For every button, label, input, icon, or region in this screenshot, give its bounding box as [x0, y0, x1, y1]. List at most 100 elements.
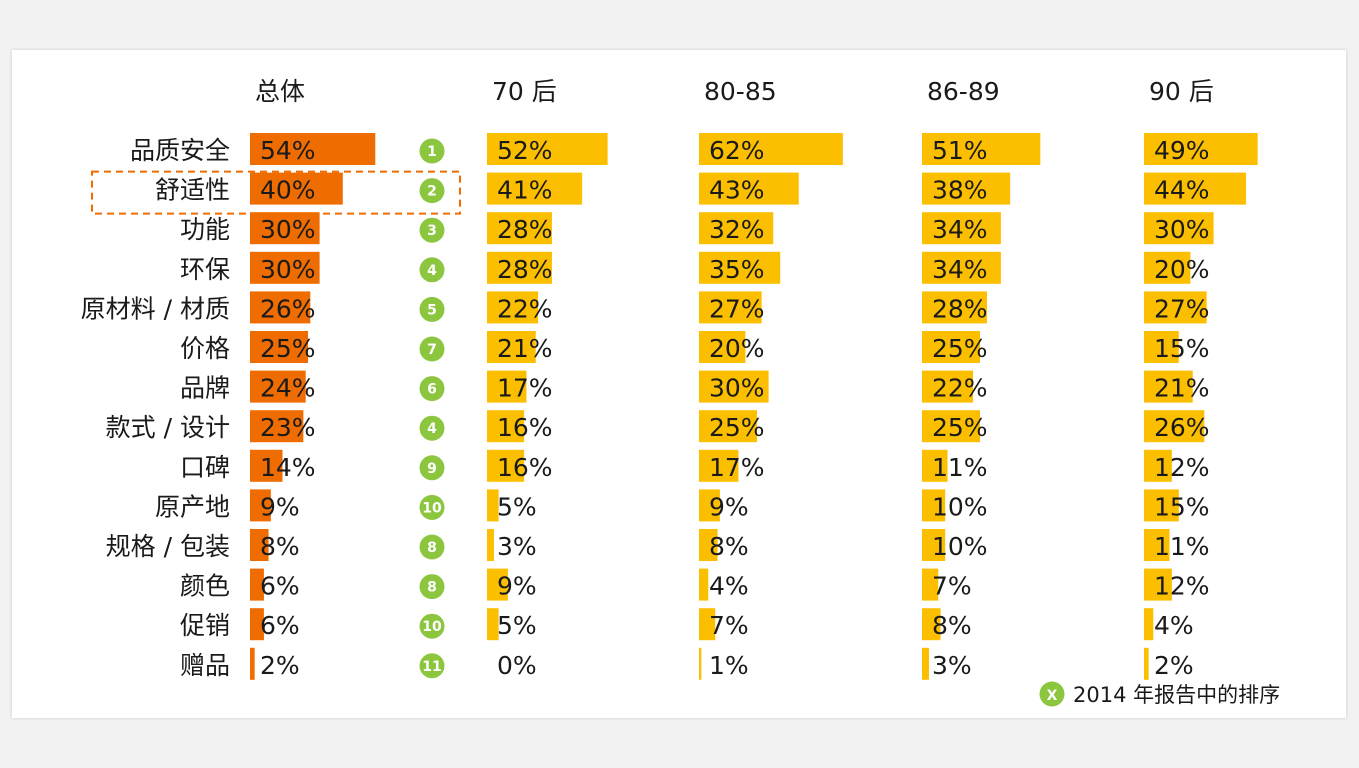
data-label: 28%: [497, 255, 553, 284]
category-label: 品牌: [180, 374, 230, 403]
category-label: 价格: [180, 334, 230, 363]
data-label: 10%: [932, 492, 988, 521]
data-label: 52%: [497, 136, 553, 165]
bar: [699, 370, 769, 403]
bar: [699, 568, 709, 601]
bar: [1144, 291, 1207, 324]
bar: [487, 449, 525, 482]
rank-circle: [419, 376, 445, 402]
data-label: 32%: [709, 215, 765, 244]
rank-circle: [419, 574, 445, 600]
data-label: 27%: [709, 294, 765, 323]
bar: [1144, 647, 1149, 680]
rank-circle: [419, 534, 445, 560]
chart-card: 总体 70 后 80-85 86-89 90 后品质安全 1 54% 52% 62% 51% 49%…: [12, 50, 1346, 718]
rank-circle: [419, 415, 445, 441]
bar: [487, 212, 552, 245]
data-label: 0%: [497, 651, 537, 680]
data-label: 30%: [260, 255, 316, 284]
rank-number: 9: [427, 461, 437, 477]
data-label: 30%: [1154, 215, 1210, 244]
rank-circle: [419, 336, 445, 362]
data-label: 25%: [260, 334, 316, 363]
bar: [922, 608, 941, 641]
data-label: 14%: [260, 453, 316, 482]
bar: [250, 133, 376, 165]
data-label: 8%: [260, 532, 300, 561]
bar: [1144, 608, 1154, 641]
data-label: 44%: [1154, 176, 1210, 205]
rank-badge: 9: [419, 455, 445, 481]
data-label: 5%: [497, 492, 537, 521]
category-label: 口碑: [180, 453, 230, 482]
bar: [699, 291, 762, 324]
bar: [1144, 568, 1172, 601]
rank-number: 6: [427, 382, 437, 398]
data-label: 8%: [932, 611, 972, 640]
bar: [922, 410, 980, 443]
rank-circle: [419, 296, 445, 322]
data-label: 12%: [1154, 572, 1210, 601]
bar: [250, 568, 264, 601]
bar: [487, 370, 527, 403]
bar: [922, 449, 948, 482]
data-label: 28%: [497, 215, 553, 244]
bar: [699, 410, 757, 443]
data-label: 49%: [1154, 136, 1210, 165]
data-label: 51%: [932, 136, 988, 165]
bar: [922, 647, 929, 680]
bar: [922, 489, 946, 522]
data-label: 7%: [709, 611, 749, 640]
data-label: 34%: [932, 215, 988, 244]
bar: [922, 568, 939, 601]
data-label: 25%: [932, 413, 988, 442]
bar: [487, 331, 536, 363]
data-label: 27%: [1154, 294, 1210, 323]
legend-circle: [1039, 681, 1065, 707]
legend-text: 2014 年报告中的排序: [1073, 683, 1280, 707]
bar: [487, 291, 539, 324]
data-label: 11%: [932, 453, 988, 482]
rank-badge: 4: [419, 257, 445, 283]
rank-number: 10: [422, 500, 442, 516]
data-label: 11%: [1154, 532, 1210, 561]
bar: [1144, 251, 1191, 284]
bar: [487, 608, 499, 641]
rank-badge: 4: [419, 415, 445, 441]
bar: [922, 172, 1011, 205]
rank-badge: 8: [419, 534, 445, 560]
bar: [250, 608, 264, 641]
data-label: 1%: [709, 651, 749, 680]
category-label: 原材料 / 材质: [81, 294, 230, 323]
data-label: 26%: [260, 294, 316, 323]
rank-badge: 1: [419, 138, 445, 164]
data-label: 28%: [932, 294, 988, 323]
bar: [699, 212, 774, 245]
bar: [1144, 370, 1193, 403]
rank-circle: [419, 138, 445, 164]
rank-circle: [419, 217, 445, 243]
data-label: 22%: [932, 374, 988, 403]
bar: [250, 251, 320, 284]
bar: [699, 489, 720, 522]
data-label: 22%: [497, 294, 553, 323]
rank-badge: 2: [419, 178, 445, 204]
data-label: 6%: [260, 611, 300, 640]
category-label: 功能: [180, 215, 230, 244]
category-label: 舒适性: [155, 176, 230, 205]
bar: [699, 529, 718, 561]
data-label: 6%: [260, 572, 300, 601]
column-header: 70 后: [492, 77, 557, 106]
data-label: 40%: [260, 176, 316, 205]
data-label: 16%: [497, 413, 553, 442]
rank-circle: [419, 613, 445, 639]
data-label: 43%: [709, 176, 765, 205]
rank-badge: 10: [419, 494, 445, 520]
bar: [922, 212, 1001, 245]
bar: [699, 647, 702, 680]
data-label: 17%: [709, 453, 765, 482]
rank-badge: 10: [419, 613, 445, 639]
rank-number: 4: [427, 421, 437, 437]
bar: [487, 529, 494, 561]
